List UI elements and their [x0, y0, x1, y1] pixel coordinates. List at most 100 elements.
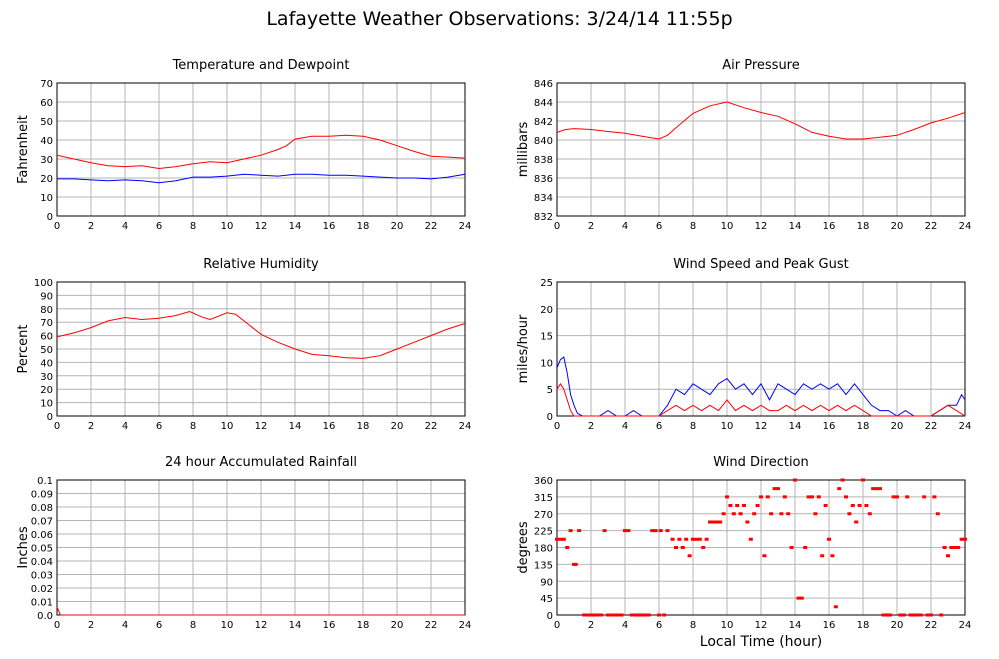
- y-tick-label: 40: [40, 136, 53, 147]
- y-tick-label: 0.05: [31, 544, 53, 555]
- plot-frame: [556, 281, 966, 417]
- data-point-32: [662, 613, 667, 617]
- data-point-0: [555, 537, 559, 541]
- y-tick-label: 15: [540, 332, 553, 343]
- y-axis-label: Fahrenheit: [16, 115, 31, 184]
- x-tick-label: 6: [656, 221, 662, 232]
- y-tick-label: 225: [534, 527, 553, 538]
- data-point-79: [823, 504, 828, 507]
- x-tick-label: 2: [88, 421, 94, 432]
- data-point-16: [609, 613, 614, 617]
- x-axis-title: Local Time (hour): [699, 634, 823, 650]
- y-tick-label: 40: [40, 358, 53, 369]
- data-point-87: [850, 504, 855, 507]
- x-tick-label: 10: [221, 221, 234, 232]
- x-tick-label: 0: [554, 221, 560, 232]
- y-tick-label: 0.04: [31, 557, 53, 568]
- data-point-113: [939, 613, 944, 617]
- data-point-110: [929, 613, 933, 617]
- data-point-34: [670, 537, 675, 541]
- x-tick-label: 22: [425, 620, 438, 631]
- data-point-88: [854, 520, 859, 524]
- data-point-29: [653, 529, 658, 533]
- data-point-39: [687, 554, 692, 558]
- y-axis-label: degrees: [516, 521, 531, 574]
- plot-frame: [56, 281, 466, 417]
- x-tick-label: 10: [221, 421, 234, 432]
- y-tick-label: 840: [534, 136, 553, 147]
- x-tick-label: 2: [588, 620, 594, 631]
- x-tick-label: 14: [289, 421, 302, 432]
- y-tick-label: 0.01: [31, 598, 53, 609]
- data-point-97: [884, 613, 889, 617]
- data-point-62: [765, 495, 770, 499]
- x-tick-label: 20: [391, 620, 404, 631]
- data-point-31: [658, 529, 663, 533]
- y-tick-label: 0: [547, 611, 553, 622]
- x-tick-label: 0: [554, 620, 560, 631]
- data-point-6: [573, 562, 578, 566]
- y-tick-label: 0.03: [31, 571, 53, 582]
- data-point-102: [901, 613, 906, 617]
- data-point-53: [735, 504, 740, 507]
- x-tick-label: 8: [690, 620, 696, 631]
- y-tick-label: 45: [540, 594, 553, 605]
- y-tick-label: 0.09: [31, 490, 53, 501]
- data-point-25: [640, 613, 644, 617]
- data-point-120: [963, 537, 967, 541]
- x-tick-label: 0: [54, 620, 60, 631]
- x-tick-label: 8: [690, 221, 696, 232]
- y-axis-label: millibars: [516, 122, 531, 178]
- y-tick-label: 25: [540, 278, 553, 289]
- x-tick-label: 22: [925, 221, 938, 232]
- data-point-96: [881, 613, 886, 617]
- x-tick-label: 12: [255, 620, 268, 631]
- data-point-56: [745, 520, 750, 524]
- data-point-106: [915, 613, 920, 617]
- x-tick-label: 22: [425, 221, 438, 232]
- y-tick-label: 842: [534, 117, 553, 128]
- x-tick-label: 4: [622, 620, 628, 631]
- data-point-77: [816, 495, 821, 499]
- y-tick-label: 0.02: [31, 584, 53, 595]
- y-tick-label: 60: [40, 98, 53, 109]
- data-point-49: [721, 512, 726, 516]
- x-tick-label: 8: [190, 221, 196, 232]
- data-point-17: [612, 613, 617, 617]
- x-tick-label: 16: [823, 620, 836, 631]
- data-point-60: [759, 495, 763, 499]
- x-tick-label: 0: [54, 421, 60, 432]
- x-tick-label: 2: [588, 221, 594, 232]
- x-tick-label: 8: [190, 421, 196, 432]
- data-point-4: [568, 529, 573, 533]
- data-point-1: [558, 537, 563, 541]
- data-point-72: [799, 596, 804, 600]
- data-point-18: [616, 613, 621, 617]
- data-point-40: [691, 537, 695, 541]
- data-point-10: [589, 613, 593, 617]
- plot-frame: [556, 479, 966, 616]
- y-tick-label: 834: [534, 193, 553, 204]
- data-point-64: [772, 487, 777, 491]
- x-tick-label: 2: [88, 221, 94, 232]
- y-tick-label: 360: [534, 476, 553, 487]
- x-tick-label: 10: [721, 620, 734, 631]
- series-line-0: [56, 134, 466, 170]
- x-tick-label: 16: [323, 421, 336, 432]
- data-point-22: [629, 613, 634, 617]
- data-point-75: [810, 495, 814, 499]
- y-tick-label: 10: [540, 358, 553, 369]
- x-tick-label: 24: [959, 620, 972, 631]
- y-tick-label: 180: [534, 544, 553, 555]
- y-tick-label: 90: [40, 291, 53, 302]
- data-point-58: [752, 512, 757, 516]
- data-point-70: [793, 478, 797, 482]
- data-point-15: [606, 613, 610, 617]
- y-tick-label: 30: [40, 372, 53, 383]
- data-point-44: [704, 537, 709, 541]
- plot-frame: [556, 82, 966, 217]
- data-point-98: [888, 613, 893, 617]
- data-point-12: [595, 613, 600, 617]
